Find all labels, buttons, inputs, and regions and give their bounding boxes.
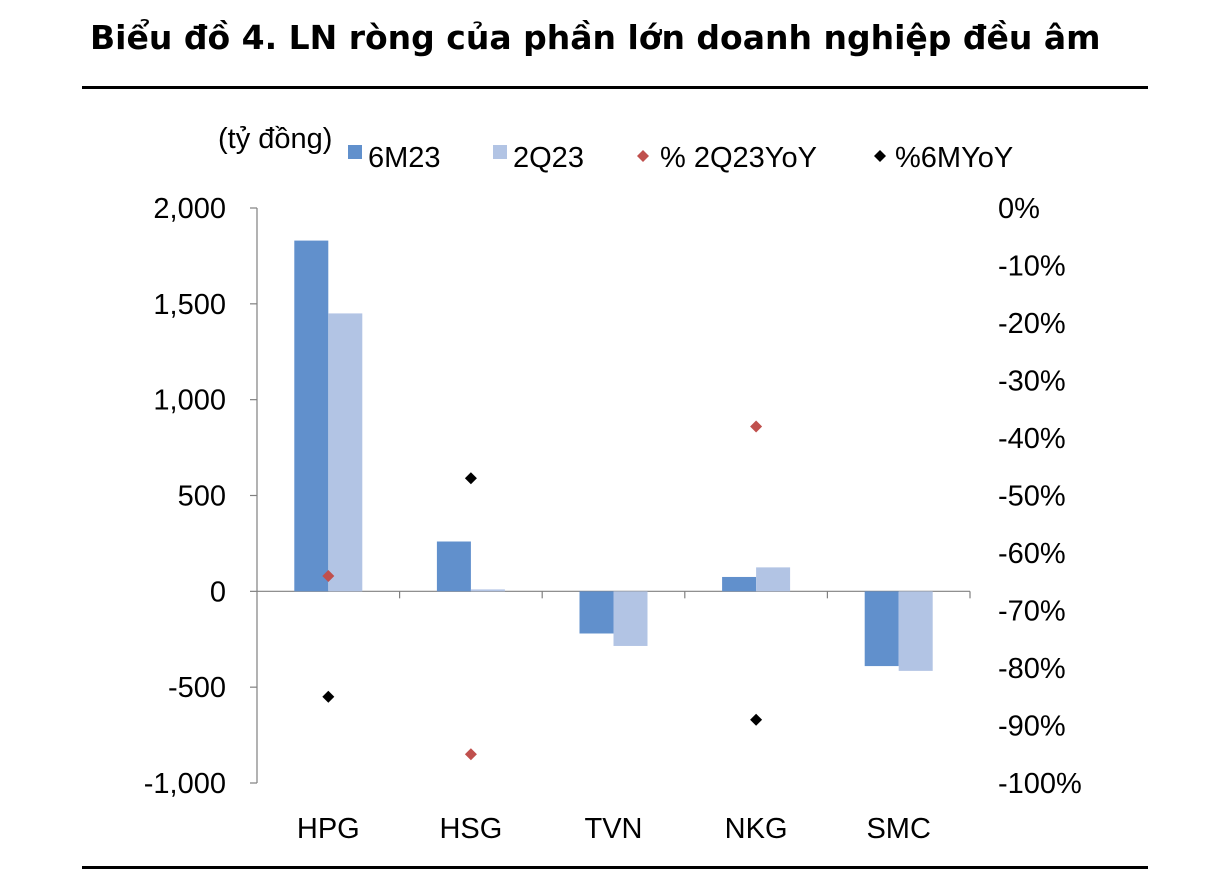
marker-6myoy-hpg xyxy=(322,690,335,703)
right-tick-label: 0% xyxy=(998,193,1040,225)
left-tick-label: -500 xyxy=(168,672,226,704)
legend-label-2q23yoy: % 2Q23YoY xyxy=(660,142,817,174)
unit-label: (tỷ đồng) xyxy=(218,123,332,155)
bar-2q23-smc xyxy=(898,591,933,671)
legend-label-2q23: 2Q23 xyxy=(513,142,584,174)
category-label: HSG xyxy=(439,813,502,845)
right-tick-label: -60% xyxy=(998,538,1066,570)
category-label: HPG xyxy=(297,813,360,845)
right-tick-label: -30% xyxy=(998,366,1066,398)
left-tick-label: -1,000 xyxy=(144,768,226,800)
marker-2q23yoy-hsg xyxy=(464,748,477,761)
legend: 6M23 2Q23 % 2Q23YoY %6MYoY xyxy=(348,142,1013,174)
marker-2q23yoy-nkg xyxy=(750,420,763,433)
bar-6m23-tvn xyxy=(579,591,614,634)
category-label: SMC xyxy=(866,813,930,845)
marker-6myoy-hsg xyxy=(464,472,477,485)
top-rule xyxy=(82,86,1148,89)
right-tick-label: -50% xyxy=(998,481,1066,513)
bottom-rule xyxy=(82,866,1148,869)
bar-6m23-nkg xyxy=(722,576,757,592)
right-tick-label: -20% xyxy=(998,308,1066,340)
bar-6m23-smc xyxy=(864,591,899,667)
right-tick-label: -100% xyxy=(998,768,1082,800)
legend-label-6myoy: %6MYoY xyxy=(895,142,1013,174)
left-tick-label: 2,000 xyxy=(153,193,226,225)
bar-2q23-tvn xyxy=(613,591,648,646)
right-tick-label: -10% xyxy=(998,251,1066,283)
left-tick-label: 500 xyxy=(178,481,226,513)
bars xyxy=(294,240,933,671)
legend-marker-2q23yoy xyxy=(637,150,649,162)
category-label: NKG xyxy=(725,813,788,845)
right-tick-label: -40% xyxy=(998,423,1066,455)
markers xyxy=(322,420,763,761)
right-tick-label: -70% xyxy=(998,596,1066,628)
marker-6myoy-nkg xyxy=(750,713,763,726)
bar-2q23-nkg xyxy=(756,567,791,592)
bar-2q23-hsg xyxy=(470,589,505,592)
bar-2q23-hpg xyxy=(328,313,363,592)
legend-swatch-6m23 xyxy=(348,145,362,159)
left-tick-label: 0 xyxy=(210,576,226,608)
chart-title: Biểu đồ 4. LN ròng của phần lớn doanh ng… xyxy=(90,18,1101,57)
legend-label-6m23: 6M23 xyxy=(368,142,441,174)
category-label: TVN xyxy=(585,813,643,845)
right-tick-label: -90% xyxy=(998,711,1066,743)
axes: 2,000 1,500 1,000 500 0 -500 -1,000 HPG HSG TVN NK… xyxy=(144,123,1082,845)
legend-marker-6myoy xyxy=(874,150,886,162)
bar-6m23-hpg xyxy=(294,240,329,592)
bar-6m23-hsg xyxy=(436,541,471,592)
legend-swatch-2q23 xyxy=(493,145,507,159)
right-tick-label: -80% xyxy=(998,653,1066,685)
marker-2q23yoy-hpg xyxy=(322,570,335,582)
left-tick-label: 1,000 xyxy=(153,385,226,417)
left-tick-label: 1,500 xyxy=(153,289,226,321)
